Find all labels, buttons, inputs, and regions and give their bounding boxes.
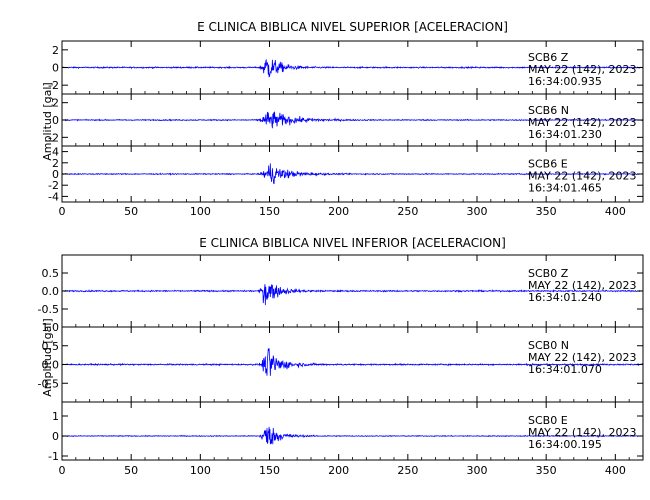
x-tick-label: 250: [397, 464, 418, 477]
y-tick-label: 2: [52, 97, 59, 110]
x-tick-label: 50: [124, 205, 138, 218]
y-tick-label: 0: [52, 168, 59, 181]
chart-title: E CLINICA BIBLICA NIVEL INFERIOR [ACELER…: [199, 236, 506, 250]
chart-2: E CLINICA BIBLICA NIVEL INFERIOR [ACELER…: [38, 236, 644, 477]
chart-title: E CLINICA BIBLICA NIVEL SUPERIOR [ACELER…: [197, 20, 508, 34]
date-label: MAY 22 (142), 2023: [528, 63, 636, 76]
x-tick-label: 0: [59, 464, 66, 477]
time-label: 16:34:00.935: [528, 75, 602, 88]
waveform-trace: [61, 58, 644, 78]
y-axis-label: Amplitud [gal]: [41, 82, 54, 160]
time-label: 16:34:01.230: [528, 128, 602, 141]
station-label: SCB6 E: [528, 157, 568, 170]
station-label: SCB0 E: [528, 414, 568, 427]
x-tick-label: 300: [467, 464, 488, 477]
date-label: MAY 22 (142), 2023: [528, 426, 636, 439]
waveform-trace: [61, 111, 644, 129]
x-tick-label: 200: [328, 205, 349, 218]
date-label: MAY 22 (142), 2023: [528, 116, 636, 129]
station-label: SCB0 Z: [528, 267, 569, 280]
station-label: SCB6 Z: [528, 51, 569, 64]
time-label: 16:34:00.195: [528, 438, 602, 451]
time-label: 16:34:01.240: [528, 291, 602, 304]
y-tick-label: 0.0: [42, 359, 60, 372]
x-tick-label: 400: [605, 464, 626, 477]
time-label: 16:34:01.070: [528, 363, 602, 376]
y-tick-label: -2: [48, 131, 59, 144]
chart-1: E CLINICA BIBLICA NIVEL SUPERIOR [ACELER…: [41, 20, 644, 218]
y-tick-label: 0: [52, 62, 59, 75]
y-tick-label: 4: [52, 146, 59, 159]
date-label: MAY 22 (142), 2023: [528, 351, 636, 364]
date-label: MAY 22 (142), 2023: [528, 279, 636, 292]
y-tick-label: -4: [48, 190, 59, 203]
y-tick-label: 0.0: [42, 285, 60, 298]
waveform-trace: [61, 426, 644, 445]
waveform-trace: [61, 163, 644, 185]
x-tick-label: 350: [536, 205, 557, 218]
y-tick-label: -0.5: [38, 303, 59, 316]
y-tick-label: 0: [52, 430, 59, 443]
y-tick-label: 2: [52, 157, 59, 170]
station-label: SCB6 N: [528, 104, 569, 117]
y-tick-label: -1: [48, 450, 59, 463]
y-tick-label: 2: [52, 44, 59, 57]
y-tick-label: 0.5: [42, 267, 60, 280]
y-tick-label: -2: [48, 79, 59, 92]
x-tick-label: 150: [259, 205, 280, 218]
x-tick-label: 250: [397, 205, 418, 218]
y-tick-label: 1.0: [42, 321, 60, 334]
y-tick-label: 1: [52, 410, 59, 423]
y-tick-label: 0: [52, 114, 59, 127]
y-tick-label: 0.5: [42, 340, 60, 353]
x-tick-label: 50: [124, 464, 138, 477]
waveform-trace: [61, 348, 644, 376]
x-tick-label: 200: [328, 464, 349, 477]
waveform-trace: [61, 284, 644, 306]
x-tick-label: 100: [190, 205, 211, 218]
y-tick-label: -2: [48, 179, 59, 192]
time-label: 16:34:01.465: [528, 181, 602, 194]
x-tick-label: 300: [467, 205, 488, 218]
y-tick-label: -0.5: [38, 377, 59, 390]
y-axis-label: Amplitud [gal]: [41, 318, 54, 396]
date-label: MAY 22 (142), 2023: [528, 169, 636, 182]
x-tick-label: 400: [605, 205, 626, 218]
x-tick-label: 150: [259, 464, 280, 477]
station-label: SCB0 N: [528, 339, 569, 352]
x-tick-label: 100: [190, 464, 211, 477]
x-tick-label: 350: [536, 464, 557, 477]
x-tick-label: 0: [59, 205, 66, 218]
